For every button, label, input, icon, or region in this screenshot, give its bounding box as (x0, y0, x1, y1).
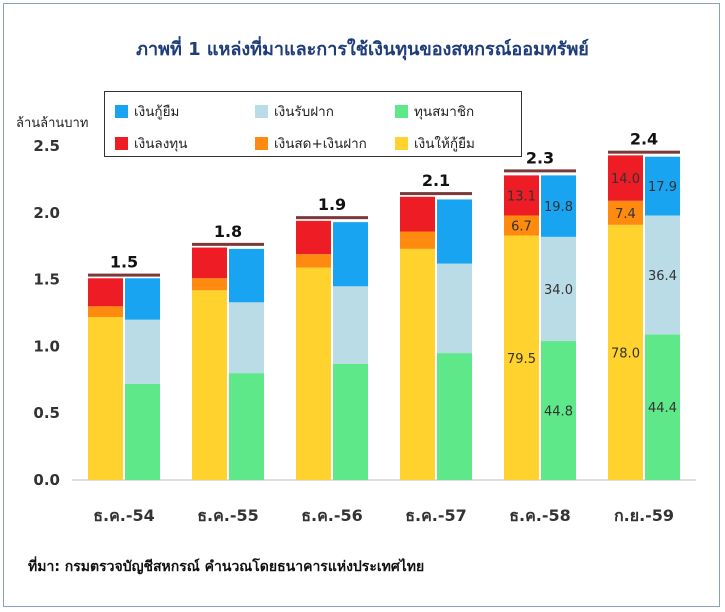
sources-bar-segment (437, 263, 472, 354)
chart-legend: เงินกู้ยืม เงินรับฝาก ทุนสมาชิก เงินลงทุ… (104, 91, 522, 157)
source-note: ที่มา: กรมตรวจบัญชีสหกรณ์ คำนวณโดยธนาคาร… (28, 559, 425, 575)
bar-top-cap (504, 169, 576, 173)
sources-bar-segment (125, 319, 160, 384)
segment-data-label: 44.8 (544, 405, 573, 420)
y-tick-label: 2.5 (33, 137, 60, 155)
sources-bar-segment (229, 302, 264, 374)
uses-bar-segment (192, 290, 227, 480)
total-value-label: 2.4 (630, 130, 658, 149)
total-value-label: 1.9 (318, 195, 346, 214)
uses-bar-segment (88, 278, 123, 307)
legend-item-investment: เงินลงทุน (115, 132, 187, 154)
y-axis-label: ล้านล้านบาท (16, 116, 89, 131)
uses-bar-segment (400, 231, 435, 249)
segment-data-label: 44.4 (648, 401, 677, 416)
legend-item-loans-borrowed: เงินกู้ยืม (115, 100, 179, 122)
x-tick-label: ธ.ค.-54 (93, 506, 155, 525)
legend-item-deposits: เงินรับฝาก (255, 100, 334, 122)
sources-bar-segment (541, 175, 576, 237)
uses-bar-segment (296, 220, 331, 255)
x-tick-label: ธ.ค.-58 (509, 506, 571, 525)
legend-swatch (115, 105, 128, 118)
segment-data-label: 34.0 (544, 283, 573, 298)
segment-data-label: 13.1 (507, 189, 536, 204)
legend-swatch (255, 105, 268, 118)
y-tick-label: 1.5 (33, 271, 60, 289)
segment-data-label: 79.5 (507, 352, 536, 367)
uses-bar-segment (88, 317, 123, 480)
sources-bar-segment (541, 341, 576, 480)
sources-bar-segment (229, 248, 264, 303)
segment-data-label: 17.9 (648, 180, 677, 195)
sources-bar-segment (333, 363, 368, 480)
uses-bar-segment (504, 175, 539, 216)
uses-bar-segment (400, 248, 435, 480)
sources-bar-segment (645, 334, 680, 480)
legend-label: เงินลงทุน (134, 136, 188, 152)
total-value-label: 2.1 (422, 171, 450, 190)
uses-bar-segment (504, 215, 539, 236)
x-tick-label: ธ.ค.-56 (301, 506, 363, 525)
sources-bar-segment (229, 373, 264, 480)
bar-top-cap (192, 242, 264, 246)
sources-bar-segment (645, 215, 680, 335)
sources-bar-segment (125, 383, 160, 480)
segment-data-label: 7.4 (615, 207, 636, 222)
y-tick-label: 1.0 (33, 337, 60, 355)
sources-bar-segment (333, 286, 368, 364)
segment-data-label: 19.8 (544, 200, 573, 215)
uses-bar-segment (88, 306, 123, 318)
uses-bar-segment (504, 235, 539, 480)
segment-data-label: 36.4 (648, 269, 677, 284)
legend-swatch (255, 137, 268, 150)
legend-label: เงินกู้ยืม (134, 104, 180, 120)
chart-title: ภาพที่ 1 แหล่งที่มาและการใช้เงินทุนของสห… (136, 39, 589, 60)
y-tick-label: 0.5 (33, 404, 60, 422)
uses-bar-segment (296, 254, 331, 268)
y-tick-label: 0.0 (33, 471, 60, 489)
uses-bar-segment (608, 200, 643, 225)
bar-top-cap (608, 150, 680, 154)
segment-data-label: 6.7 (511, 219, 532, 234)
sources-bar-segment (437, 353, 472, 480)
sources-bar-segment (645, 156, 680, 216)
legend-item-member-capital: ทุนสมาชิก (395, 100, 474, 122)
segment-data-label: 78.0 (611, 346, 640, 361)
total-value-label: 1.5 (110, 253, 138, 272)
bar-top-cap (296, 216, 368, 220)
legend-swatch (395, 105, 408, 118)
x-tick-label: ธ.ค.-55 (197, 506, 259, 525)
segment-data-label: 14.0 (611, 172, 640, 187)
sources-bar-segment (333, 222, 368, 287)
legend-item-cash-deposits: เงินสด+เงินฝาก (255, 132, 367, 154)
bar-top-cap (88, 273, 160, 277)
legend-label: ทุนสมาชิก (414, 104, 475, 120)
sources-bar-segment (437, 199, 472, 264)
uses-bar-segment (608, 224, 643, 480)
total-value-label: 2.3 (526, 148, 554, 167)
uses-bar-segment (296, 267, 331, 480)
legend-label: เงินสด+เงินฝาก (274, 136, 367, 152)
legend-swatch (395, 137, 408, 150)
uses-bar-segment (608, 155, 643, 201)
uses-bar-segment (192, 278, 227, 291)
legend-label: เงินรับฝาก (274, 104, 334, 120)
x-tick-label: ก.ย.-59 (614, 506, 674, 525)
sources-bar-segment (541, 236, 576, 342)
y-tick-label: 2.0 (33, 204, 60, 222)
legend-swatch (115, 137, 128, 150)
legend-item-loans-given: เงินให้กู้ยืม (395, 132, 475, 154)
sources-bar-segment (125, 278, 160, 320)
x-tick-label: ธ.ค.-57 (405, 506, 467, 525)
bar-top-cap (400, 192, 472, 196)
uses-bar-segment (400, 196, 435, 232)
total-value-label: 1.8 (214, 222, 242, 241)
legend-label: เงินให้กู้ยืม (414, 136, 475, 152)
uses-bar-segment (192, 247, 227, 279)
